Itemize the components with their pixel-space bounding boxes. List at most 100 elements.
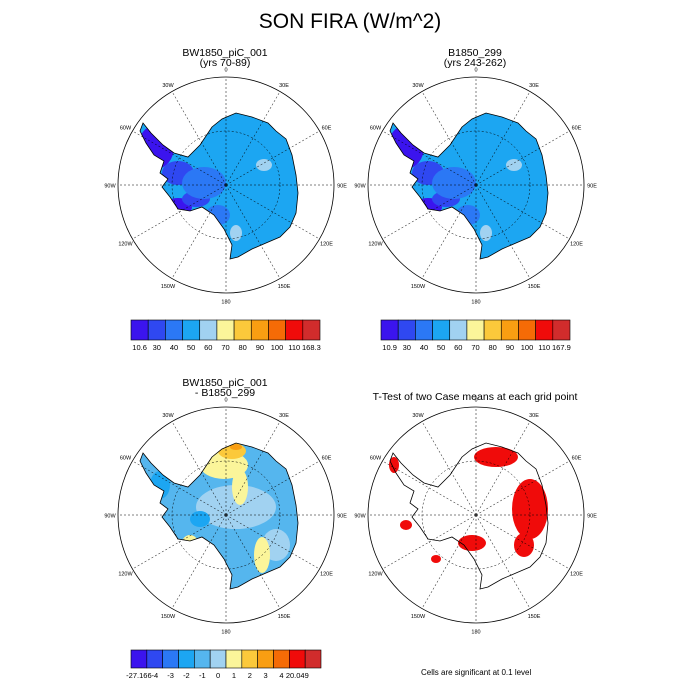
- colorbar-3-label: 1: [232, 671, 236, 680]
- colorbar-2-segment: [449, 319, 468, 341]
- panel-3-title: BW1850_piC_001 - B1850_299: [125, 377, 325, 399]
- colorbar-2-label: 50: [437, 343, 445, 352]
- panel-1-title-line1: BW1850_piC_001: [182, 47, 268, 59]
- map-1-field-cell-4-1: [230, 225, 242, 241]
- colorbar-3-label: -27.166: [126, 671, 151, 680]
- colorbar-1-label: 90: [256, 343, 264, 352]
- polar-map-2: 0 30E 60E 90E 120E 150E 180 150W 120W 90W 60W 30W: [354, 68, 597, 306]
- longitude-label-150w: 150W: [161, 284, 176, 290]
- map-2-field-layer: [390, 113, 548, 259]
- colorbar-3-segment: [241, 649, 258, 669]
- map-1-data-field: [140, 113, 298, 259]
- colorbar-2-segment: [415, 319, 433, 341]
- map-2-field-cell-1-0: [390, 125, 424, 169]
- longitude-label-60e: 60E: [572, 456, 582, 462]
- colorbar-2-segment: [500, 319, 519, 341]
- colorbar-1-label: 80: [239, 343, 247, 352]
- latitude-circle: [171, 130, 281, 240]
- colorbar-1-label: 70: [221, 343, 229, 352]
- colorbar-1-segment: [216, 319, 235, 341]
- colorbar-3-segment: [273, 649, 290, 669]
- longitude-label-150e: 150E: [528, 614, 541, 620]
- colorbar-1-label: 40: [170, 343, 178, 352]
- map-3-field-cell-5-0: [150, 471, 170, 499]
- longitude-label-180: 180: [221, 300, 230, 306]
- longitude-label-150e: 150E: [528, 284, 541, 290]
- colorbar-1: 10.6 30 40 50 60 70 80 90 100 110 168.3: [130, 319, 321, 352]
- colorbar-2-segment: [432, 319, 451, 341]
- map-3-field-layer: [140, 443, 298, 589]
- longitude-label-90e: 90E: [587, 514, 597, 520]
- longitude-label-120e: 120E: [570, 242, 583, 248]
- panel-2-title-line1: B1850_299: [448, 47, 502, 59]
- polar-map-4: 0 30E 60E 90E 120E 150E 180 150W 120W 90W 60W 30W: [354, 398, 597, 636]
- colorbar-2-label: 30: [403, 343, 411, 352]
- longitude-label-30w: 30W: [412, 413, 424, 419]
- map-1-field-cell-3-0: [182, 167, 226, 199]
- map-1-field-cell-4-0: [256, 159, 272, 171]
- panel-3-title-line1: BW1850_piC_001: [182, 377, 268, 389]
- colorbar-3: -27.166 -4 -3 -2 -1 0 1 2 3 4 20.049: [126, 649, 322, 680]
- colorbar-1-segment: [268, 319, 286, 341]
- colorbar-3-label: -2: [183, 671, 190, 680]
- longitude-label-30w: 30W: [412, 83, 424, 89]
- coastline: [139, 112, 299, 260]
- map-2-data-field: [390, 113, 548, 259]
- polar-map-3: 0 30E 60E 90E 120E 150E 180 150W 120W 90W 60W 30W: [104, 398, 347, 636]
- longitude-label-60e: 60E: [572, 126, 582, 132]
- significance-note: Cells are significant at 0.1 level: [421, 668, 532, 677]
- colorbar-1-segment: [285, 319, 304, 341]
- colorbar-3-label: 4: [279, 671, 283, 680]
- colorbar-3-segment: [178, 649, 195, 669]
- meridian-line: [225, 130, 320, 186]
- colorbar-3-segment: [162, 649, 179, 669]
- colorbar-1-label: 100: [271, 343, 284, 352]
- map-boundary: [117, 406, 335, 624]
- colorbar-3-segment: [225, 649, 243, 669]
- longitude-label-150w: 150W: [411, 284, 426, 290]
- longitude-label-180: 180: [471, 630, 480, 636]
- colorbar-1-segment: [165, 319, 183, 341]
- colorbar-2-label: 40: [420, 343, 428, 352]
- colorbar-2-segment: [380, 319, 399, 341]
- meridian-line: [475, 91, 531, 186]
- map-3-field-cell-1-0: [196, 485, 276, 529]
- longitude-label-180: 180: [471, 300, 480, 306]
- colorbar-3-label: 20.049: [286, 671, 309, 680]
- map-3-field-cell-4-0: [230, 444, 242, 450]
- longitude-label-30e: 30E: [529, 83, 539, 89]
- colorbar-2-segment: [483, 319, 502, 341]
- coastline: [389, 112, 549, 260]
- coastline: [389, 442, 549, 590]
- longitude-label-0: 0: [474, 398, 477, 404]
- significant-region-1: [474, 447, 518, 467]
- colorbar-1-label: 110: [288, 343, 300, 352]
- meridian-line: [225, 460, 320, 516]
- significant-region-7: [431, 555, 441, 563]
- longitude-label-90w: 90W: [354, 184, 366, 190]
- significant-region-6: [400, 520, 412, 530]
- colorbar-2: 10.9 30 40 50 60 70 80 90 100 110 167.9: [380, 319, 571, 352]
- colorbar-2-segment: [518, 319, 536, 341]
- map-boundary: [367, 76, 585, 294]
- longitude-label-90e: 90E: [587, 184, 597, 190]
- longitude-label-120w: 120W: [118, 242, 133, 248]
- longitude-label-120e: 120E: [320, 242, 333, 248]
- longitude-label-30w: 30W: [162, 83, 174, 89]
- latitude-circle: [171, 460, 281, 570]
- colorbar-1-segment: [182, 319, 201, 341]
- colorbar-2-label: 10.9: [382, 343, 397, 352]
- colorbar-2-label: 60: [454, 343, 462, 352]
- meridian-line: [475, 421, 531, 516]
- polar-map-1: 0 30E 60E 90E 120E 150E 180 150W 120W 90W 60W 30W: [104, 68, 347, 306]
- significant-region-3: [514, 533, 534, 557]
- map-boundary: [367, 406, 585, 624]
- map-3-field-cell-2-1: [232, 469, 248, 505]
- significant-region-2: [512, 479, 548, 539]
- panel-2-title: B1850_299 (yrs 243-262): [375, 47, 575, 69]
- map-1-field-cell-1-0: [140, 125, 174, 169]
- longitude-label-30w: 30W: [162, 413, 174, 419]
- colorbar-2-segment: [466, 319, 485, 341]
